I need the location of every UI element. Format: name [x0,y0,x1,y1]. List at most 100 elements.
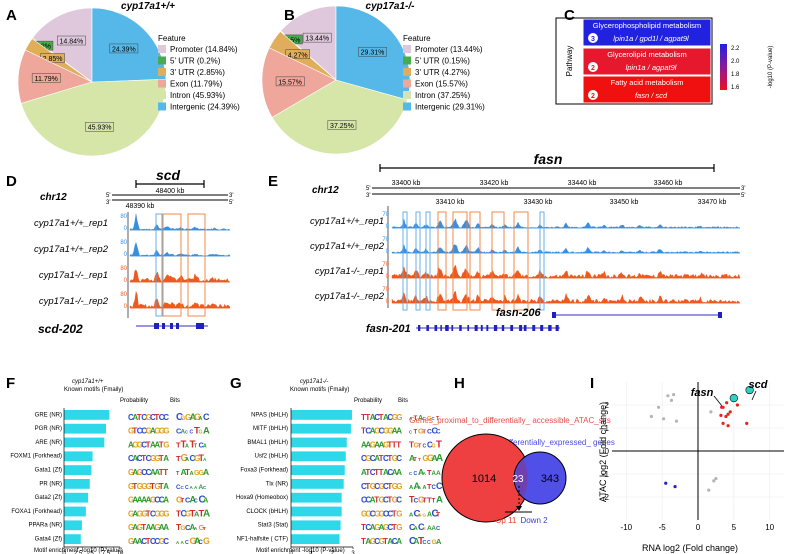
legend-swatch [158,68,166,76]
prob-logo-letter: C [383,509,389,518]
pie-a-legend: Promoter (14.84%) 5' UTR (0.2%) 3' UTR (2.… [158,45,240,112]
prob-logo-letter: G [137,523,143,532]
prob-logo-letter: C [365,523,371,532]
highlight-region [437,211,447,311]
venn-left-count: 1014 [472,473,496,485]
prob-logo-letter: G [392,482,398,491]
highlight-region [402,211,408,311]
bits-logo-letter: C [409,430,412,435]
prob-logo-letter: G [146,482,152,491]
bits-logo-letter: A [409,485,414,491]
motif-g-prob-header: Probability [354,398,382,404]
prob-logo-letter: G [374,509,380,518]
bits-logo-letter: G [414,442,420,449]
prob-logo-letter: G [392,413,398,422]
prob-logo-letter: A [146,496,152,505]
prob-logo-letter: G [396,413,402,422]
bits-logo-letter: G [181,525,186,532]
motif-name: ARE (NR) [35,440,62,446]
motif-g-xlabel: Motif enrichment -log10 (P-value) [256,548,345,554]
legend-swatch [158,79,166,88]
motif-name: NF1-halfsite ( CTF) [237,536,288,542]
panel-letter-c: C [564,7,575,24]
scatter-xlabel: RNA log2 (Fold change) [642,543,738,553]
motif-x-tick-label: 2.5 [74,551,83,554]
panel-g-motif-chart: cyp17a1-/- Known motifs (Fmaily) Probabi… [236,379,443,554]
prob-logo-letter: T [374,496,379,505]
legend-entry: Intergenic (24.39%) [170,103,240,112]
exon [480,325,483,331]
pie-slice-label: 37.25% [330,123,354,130]
motif-bar [291,423,351,434]
prob-logo-letter: C [387,509,393,518]
fasn-206-model [552,312,722,318]
pie-slice-label-box [302,32,332,43]
bits-logo-letter: T [181,439,187,450]
prob-logo-letter: T [392,440,397,449]
prob-logo-letter: A [132,413,138,422]
scatter-point-up [735,403,740,407]
bits-logo-letter: A [414,481,421,491]
pie-slice-label-box [57,35,86,46]
bits-logo-letter: C [199,440,205,449]
prob-logo-letter: G [163,427,169,436]
track-signal [391,290,741,304]
prob-logo-letter: T [387,482,392,491]
bits-logo-letter: A [194,509,200,518]
bits-logo-letter: C [176,412,183,423]
colorbar-ticks: 2.2 2.0 1.8 1.6 [731,46,740,91]
bits-logo-letter: T [176,522,182,532]
prob-logo-letter: C [387,468,393,477]
pie-slice-label-box [327,120,357,130]
motif-name: Usf2 (bHLH) [255,454,288,460]
track-scale: 70 [382,287,389,293]
prob-logo-letter: C [141,440,147,449]
legend-entry: Intergenic (29.31%) [415,103,485,112]
prob-logo-letter: T [383,537,388,546]
motif-g-col-header: Known motifs (Fmaily) [290,387,349,393]
pie-slice-label: 14.84% [60,39,84,46]
bits-logo-letter: G [427,453,434,463]
motif-g-subtitle: cyp17a1-/- [300,379,328,385]
bits-logo-letter: T [176,440,181,449]
prob-logo-letter: T [379,468,384,477]
prob-logo-letter: T [365,482,370,491]
bits-logo-letter: T [409,440,414,449]
prob-logo-letter: A [370,427,376,436]
prob-logo-letter: G [383,523,389,532]
pie-b-legend: Promoter (13.44%) 5' UTR (0.15%) 3' UTR (4… [403,45,485,112]
prob-logo-letter: G [132,440,138,449]
prob-logo-letter: C [383,496,389,505]
bits-logo-letter: A [427,511,432,518]
track-signal [129,290,231,309]
pie-a-legend-title: Feature [158,34,186,43]
scd-strand-5-right: 5' [229,200,233,206]
pie-slice-label: 29.31% [361,50,385,57]
bits-logo-letter: G [423,454,429,463]
motif-name: Tlx (NR) [266,481,288,487]
bits-logo-letter: A [203,467,209,477]
fasn-tracks: cyp17a1+/+_rep1700cyp17a1+/+_rep2700cyp1… [310,211,741,311]
motif-name: Stat3 (Stat) [258,523,288,529]
panel-f-motif-chart: cyp17a1+/+ Known motifs (Fmaily) Probabi… [10,379,210,554]
venn-down-count: Down 2 [520,516,548,525]
panel-d-genome-tracks: scd chr12 48400 kb 48390 kb 5' 3' 3' 5' … [34,167,233,336]
bits-logo-letter: A [190,523,196,532]
motif-f-xlabel: Motif enrichment -log10 (P-value) [34,548,123,554]
fasn-bottom-tick-3: 33450 kb [610,199,639,206]
bits-logo-letter: T [199,453,205,463]
exon [555,325,559,331]
prob-logo-letter: A [163,454,169,463]
track-label: cyp17a1-/-_rep2 [39,296,109,307]
prob-logo-letter: A [154,440,160,449]
prob-logo-letter: G [128,509,134,518]
bits-logo-letter: T [414,457,418,463]
bits-logo-letter: G [418,495,425,505]
prob-logo-letter: G [392,496,398,505]
bits-logo-letter: C [409,522,416,532]
pie-slice-label-box [275,76,305,87]
highlight-region [452,211,468,311]
scatter-point-up [721,421,725,425]
panel-h-venn: Genes_proximal_to_differentially_ access… [409,416,615,525]
